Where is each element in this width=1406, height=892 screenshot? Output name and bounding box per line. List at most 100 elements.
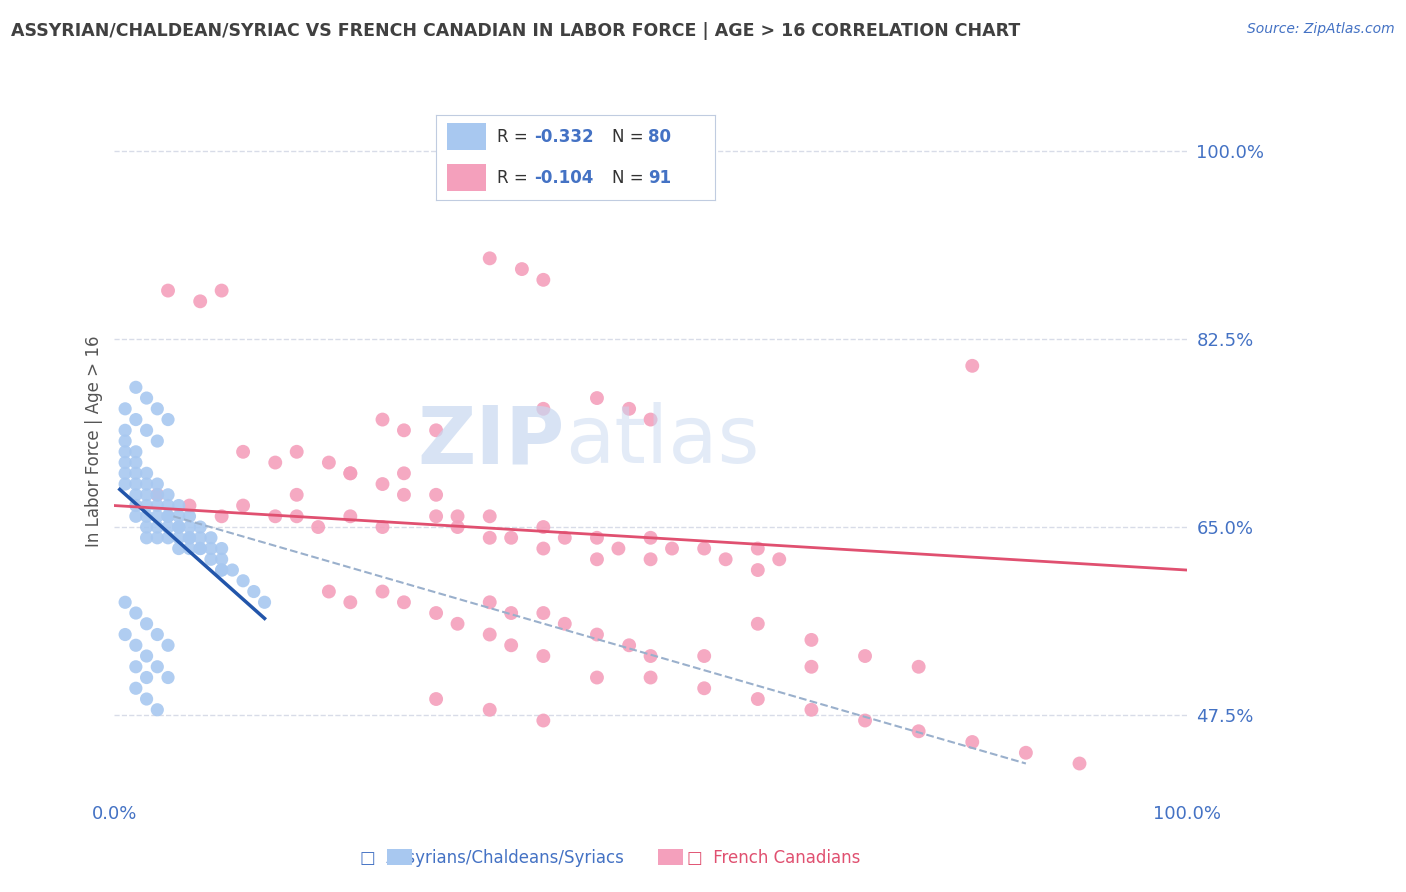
- Point: [285, 445, 308, 459]
- Point: [211, 563, 233, 577]
- Point: [318, 584, 340, 599]
- Text: □  French Canadians: □ French Canadians: [686, 849, 860, 867]
- Point: [264, 456, 287, 470]
- Point: [146, 434, 169, 448]
- Point: [125, 467, 148, 481]
- Point: [146, 627, 169, 641]
- Point: [607, 541, 630, 556]
- Point: [200, 531, 222, 545]
- Point: [167, 541, 190, 556]
- Point: [114, 595, 136, 609]
- Point: [907, 724, 929, 739]
- Point: [135, 499, 157, 513]
- Point: [586, 627, 609, 641]
- Point: [114, 423, 136, 437]
- Point: [167, 520, 190, 534]
- Point: [478, 627, 501, 641]
- Point: [425, 423, 447, 437]
- Point: [146, 488, 169, 502]
- Point: [114, 434, 136, 448]
- Point: [135, 423, 157, 437]
- Point: [114, 401, 136, 416]
- Point: [157, 509, 180, 524]
- Point: [125, 606, 148, 620]
- Point: [200, 552, 222, 566]
- Point: [125, 412, 148, 426]
- Point: [747, 563, 769, 577]
- Point: [135, 531, 157, 545]
- Point: [371, 477, 394, 491]
- Point: [243, 584, 266, 599]
- Point: [179, 509, 201, 524]
- Point: [211, 541, 233, 556]
- Point: [146, 660, 169, 674]
- Point: [188, 520, 211, 534]
- Point: [167, 509, 190, 524]
- Point: [179, 499, 201, 513]
- Point: [232, 445, 254, 459]
- Point: [221, 563, 243, 577]
- Point: [747, 541, 769, 556]
- Point: [135, 692, 157, 706]
- Point: [371, 520, 394, 534]
- Point: [146, 531, 169, 545]
- Point: [157, 412, 180, 426]
- Point: [200, 541, 222, 556]
- Point: [586, 671, 609, 685]
- Point: [661, 541, 683, 556]
- Point: [478, 252, 501, 266]
- Point: [800, 632, 823, 647]
- Point: [146, 509, 169, 524]
- Text: □  Assyrians/Chaldeans/Syriacs: □ Assyrians/Chaldeans/Syriacs: [360, 849, 624, 867]
- Point: [531, 273, 554, 287]
- Point: [157, 488, 180, 502]
- Point: [339, 509, 361, 524]
- Point: [339, 467, 361, 481]
- Point: [425, 488, 447, 502]
- Point: [446, 509, 468, 524]
- Point: [157, 531, 180, 545]
- Point: [392, 488, 415, 502]
- Point: [478, 531, 501, 545]
- Point: [640, 648, 662, 663]
- Point: [211, 284, 233, 298]
- Point: [501, 531, 523, 545]
- Point: [157, 509, 180, 524]
- Point: [425, 606, 447, 620]
- Point: [157, 284, 180, 298]
- Point: [586, 552, 609, 566]
- Point: [211, 563, 233, 577]
- Point: [501, 606, 523, 620]
- Point: [114, 467, 136, 481]
- Point: [693, 648, 716, 663]
- Point: [135, 467, 157, 481]
- Point: [114, 445, 136, 459]
- Point: [146, 520, 169, 534]
- Point: [339, 467, 361, 481]
- Point: [146, 488, 169, 502]
- Point: [501, 638, 523, 652]
- Point: [125, 499, 148, 513]
- Point: [285, 488, 308, 502]
- Point: [640, 531, 662, 545]
- Point: [135, 477, 157, 491]
- Point: [693, 681, 716, 696]
- Point: [135, 509, 157, 524]
- Point: [188, 531, 211, 545]
- Text: ZIP: ZIP: [418, 402, 565, 480]
- Point: [531, 606, 554, 620]
- Point: [125, 380, 148, 394]
- Point: [531, 401, 554, 416]
- Point: [146, 401, 169, 416]
- Point: [125, 681, 148, 696]
- Point: [146, 499, 169, 513]
- Point: [232, 499, 254, 513]
- Point: [853, 714, 876, 728]
- Point: [531, 648, 554, 663]
- Point: [392, 467, 415, 481]
- Point: [264, 509, 287, 524]
- Point: [146, 703, 169, 717]
- Text: ASSYRIAN/CHALDEAN/SYRIAC VS FRENCH CANADIAN IN LABOR FORCE | AGE > 16 CORRELATIO: ASSYRIAN/CHALDEAN/SYRIAC VS FRENCH CANAD…: [11, 22, 1021, 40]
- Point: [211, 552, 233, 566]
- Point: [167, 531, 190, 545]
